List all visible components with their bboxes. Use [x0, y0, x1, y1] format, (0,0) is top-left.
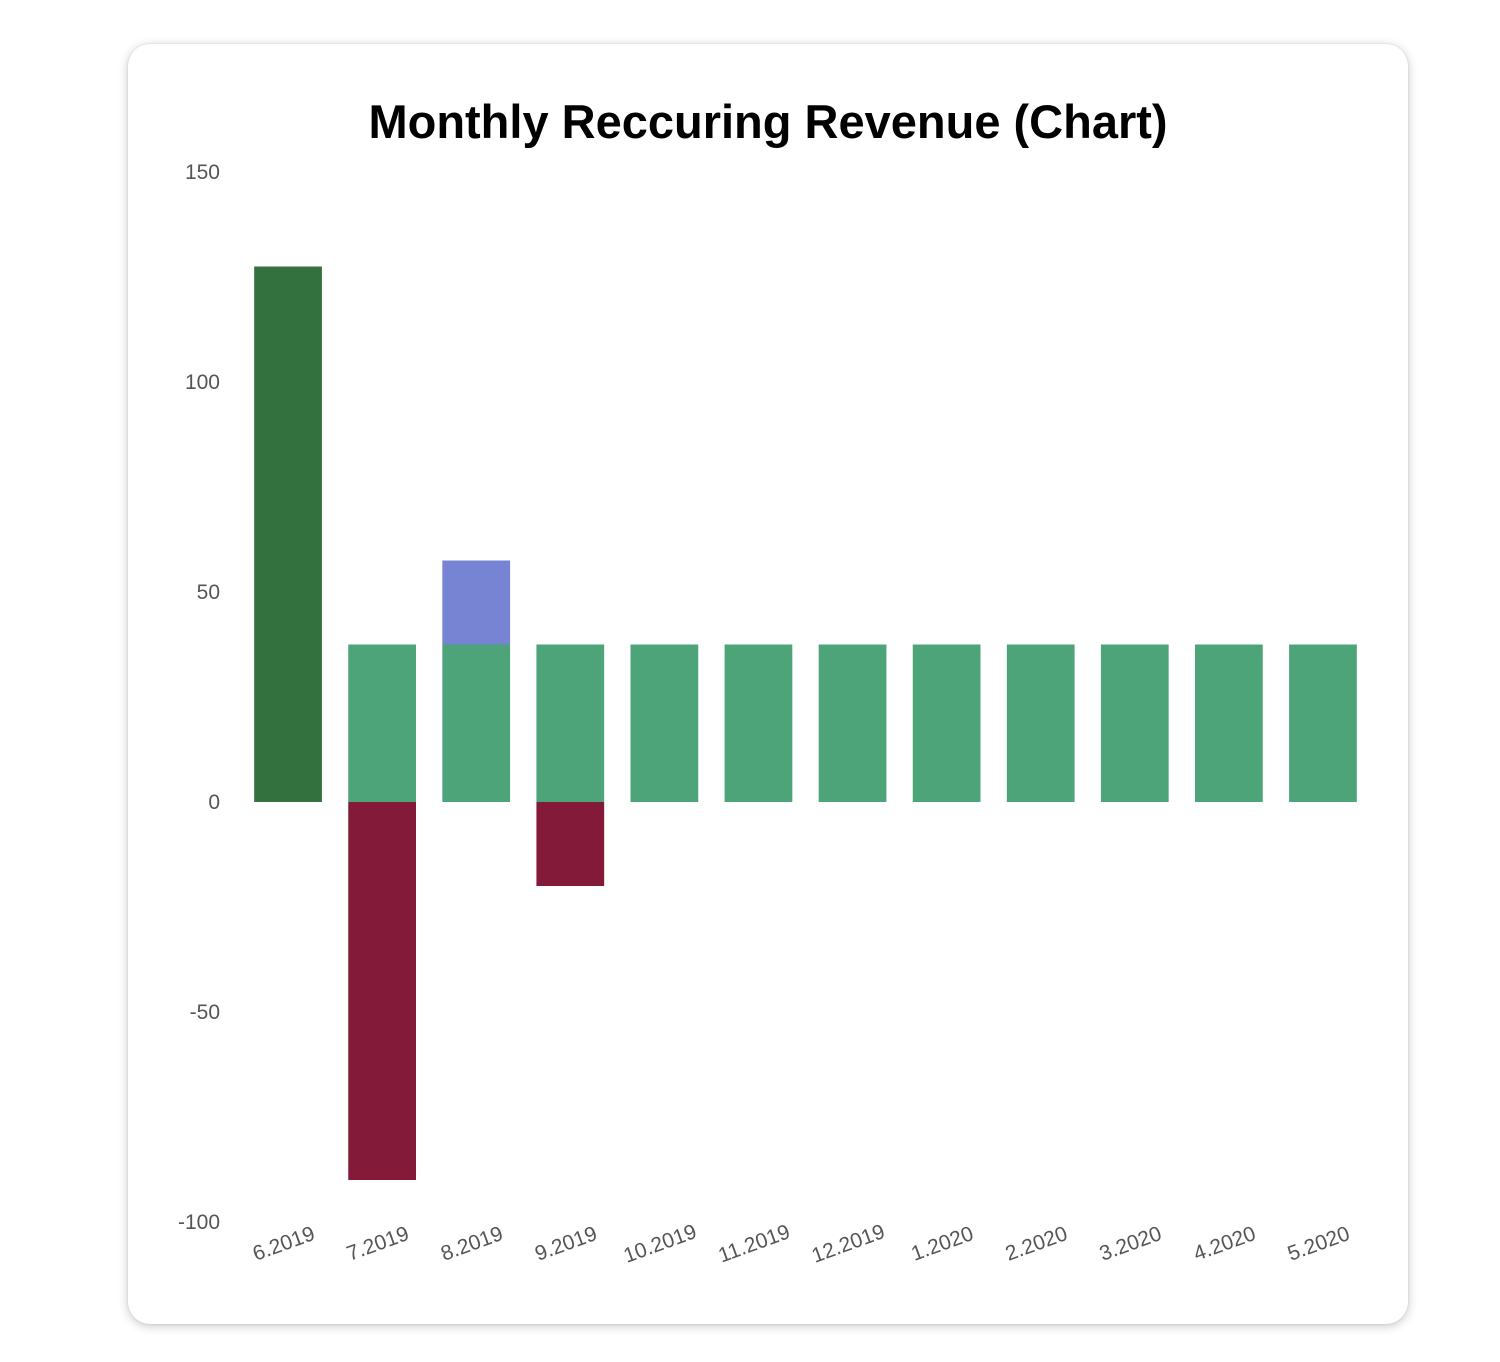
y-axis: 150 100 50 0 -50 -100 — [178, 161, 220, 1234]
bar-4.2020-series-1[interactable] — [1195, 644, 1263, 803]
x-axis: 6.2019 7.2019 8.2019 9.2019 10.2019 11.2019 12… — [250, 1220, 1353, 1268]
y-tick-label: 100 — [185, 371, 220, 394]
bar-5.2020-series-1[interactable] — [1289, 644, 1357, 803]
y-tick-label: -100 — [178, 1211, 220, 1234]
bar-3.2020-series-1[interactable] — [1100, 644, 1169, 803]
chart-title: Monthly Reccuring Revenue (Chart) — [368, 95, 1168, 148]
bar-9.2019-series-3[interactable] — [536, 802, 605, 886]
bar-6.2019-series-0[interactable] — [254, 266, 322, 803]
bar-11.2019-series-1[interactable] — [724, 644, 793, 803]
x-tick-label: 2.2020 — [1002, 1222, 1070, 1266]
y-tick-label: 150 — [185, 161, 220, 184]
bar-7.2019-series-3[interactable] — [348, 802, 416, 1180]
y-tick-label: 50 — [197, 581, 220, 604]
bar-8.2019-series-2[interactable] — [442, 560, 511, 645]
x-tick-label: 8.2019 — [438, 1222, 506, 1266]
bar-12.2019-series-1[interactable] — [818, 644, 887, 803]
bar-7.2019-series-1[interactable] — [348, 644, 416, 803]
bar-1.2020-series-1[interactable] — [912, 644, 981, 803]
bar-2.2020-series-1[interactable] — [1006, 644, 1075, 803]
x-tick-label: 12.2019 — [809, 1220, 888, 1268]
y-tick-label: -50 — [190, 1001, 220, 1024]
y-tick-label: 0 — [208, 791, 220, 814]
x-tick-label: 6.2019 — [250, 1222, 318, 1266]
x-tick-label: 4.2020 — [1191, 1222, 1259, 1266]
x-tick-label: 10.2019 — [621, 1220, 700, 1268]
x-tick-label: 5.2020 — [1285, 1222, 1353, 1266]
bars-layer — [254, 266, 1357, 1180]
x-tick-label: 11.2019 — [715, 1220, 793, 1267]
bar-9.2019-series-1[interactable] — [536, 644, 605, 803]
x-tick-label: 9.2019 — [532, 1222, 600, 1266]
x-tick-label: 1.2020 — [908, 1222, 976, 1266]
bar-10.2019-series-1[interactable] — [630, 644, 699, 803]
bar-8.2019-series-1[interactable] — [442, 644, 511, 803]
x-tick-label: 3.2020 — [1096, 1222, 1164, 1266]
x-tick-label: 7.2019 — [344, 1222, 412, 1266]
